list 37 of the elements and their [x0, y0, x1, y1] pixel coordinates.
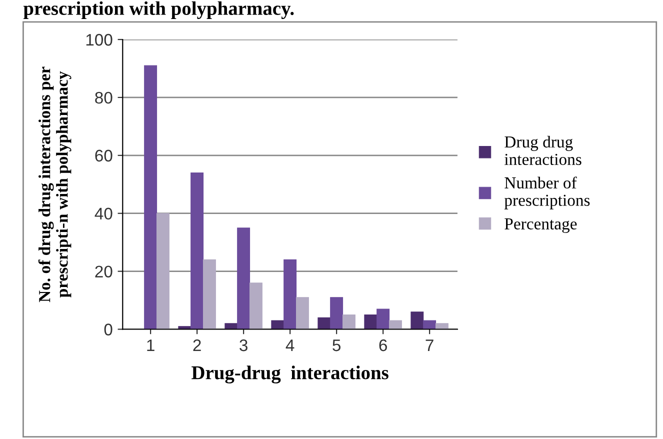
bar — [284, 259, 297, 330]
bar — [156, 213, 170, 330]
x-tick-label: 5 — [332, 340, 340, 352]
bar — [435, 323, 448, 330]
bar — [388, 320, 402, 330]
x-tick-label: 1 — [147, 340, 154, 352]
bar — [296, 297, 309, 330]
x-axis-title: Drug-drug interactions — [192, 366, 388, 384]
x-tick-label: 3 — [240, 339, 248, 352]
x-tick-label: 4 — [286, 340, 294, 352]
chart-title: prescription with polypharmacy. — [23, 1, 294, 20]
bar — [423, 320, 436, 330]
x-tick-label: 2 — [193, 339, 201, 352]
y-tick-label: 20 — [95, 266, 112, 278]
bar — [237, 228, 250, 330]
x-tick-label: 6 — [379, 339, 387, 352]
legend-label: Number of prescriptions — [504, 176, 590, 210]
bar — [271, 320, 284, 330]
bar — [342, 314, 356, 330]
y-tick-label: 80 — [95, 92, 112, 104]
y-axis-title: No. of drug drug interactions per prescripti-n with polypharmacy — [38, 66, 72, 302]
x-tick-label: 7 — [426, 340, 434, 352]
bar — [376, 308, 390, 330]
y-tick-label: 100 — [86, 34, 112, 46]
y-tick-label: 0 — [104, 324, 112, 336]
bar — [249, 282, 262, 330]
bar — [318, 317, 331, 330]
bar — [364, 314, 378, 330]
bar — [202, 259, 216, 330]
y-tick-label: 60 — [95, 150, 112, 162]
bar — [190, 172, 204, 330]
bar — [144, 65, 158, 330]
y-tick-label: 40 — [94, 208, 112, 220]
legend-label: Drug drug interactions — [504, 136, 582, 166]
bar — [330, 297, 344, 330]
legend-label: Percentage — [504, 218, 577, 233]
bar — [410, 312, 424, 330]
